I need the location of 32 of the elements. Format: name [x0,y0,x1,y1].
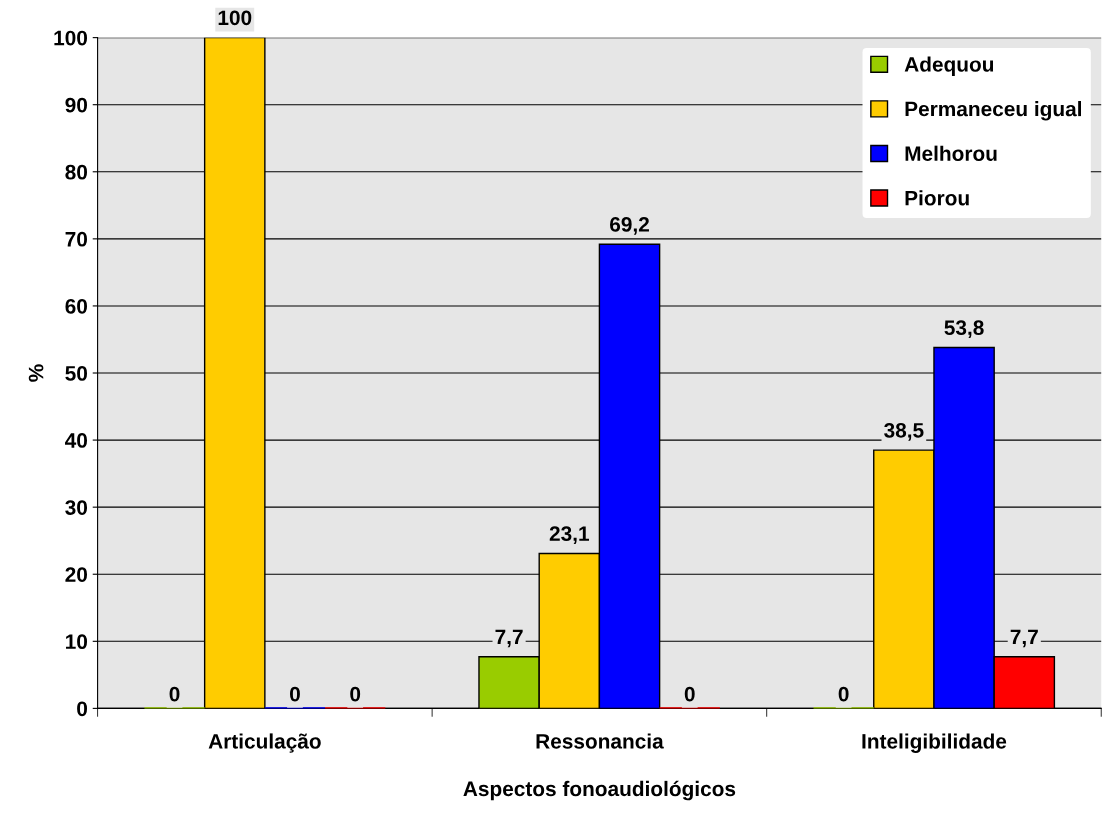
data-label: 7,7 [495,629,523,648]
y-tick-label: 80 [65,164,88,180]
y-tick-label: 30 [65,500,88,515]
data-label: 38,5 [884,422,924,441]
y-tick-label: 0 [77,701,88,717]
y-tick-label: 70 [65,231,88,247]
y-tick-label: 10 [66,634,88,650]
legend-label: Permaneceu igual [905,101,1082,121]
y-tick-label: 90 [65,97,88,113]
data-label: 0 [350,686,361,702]
data-label: 53,8 [944,320,984,339]
data-label: 69,2 [610,217,649,235]
data-label: 100 [218,10,252,26]
legend-label: Adequou [904,56,994,76]
legend-label: Piorou [905,190,969,206]
x-tick-label: Ressonancia [536,733,664,749]
y-axis-title: % [28,364,44,382]
x-tick-label: Inteligibilidade [862,733,1007,753]
data-label: 0 [838,686,849,702]
y-tick-label: 50 [65,366,88,381]
x-axis-title: Aspectos fonoaudiológicos [463,780,736,801]
y-tick-label: 100 [54,30,88,46]
data-label: 23,1 [549,526,589,545]
data-label: 0 [684,686,695,702]
y-tick-label: 20 [65,567,88,582]
y-tick-label: 60 [65,298,88,314]
data-label: 7,7 [1010,629,1038,648]
x-tick-label: Articulação [208,733,321,753]
legend-label: Melhorou [905,145,997,161]
data-label: 0 [290,686,300,702]
data-label: 0 [169,686,180,702]
y-tick-label: 40 [65,433,88,448]
